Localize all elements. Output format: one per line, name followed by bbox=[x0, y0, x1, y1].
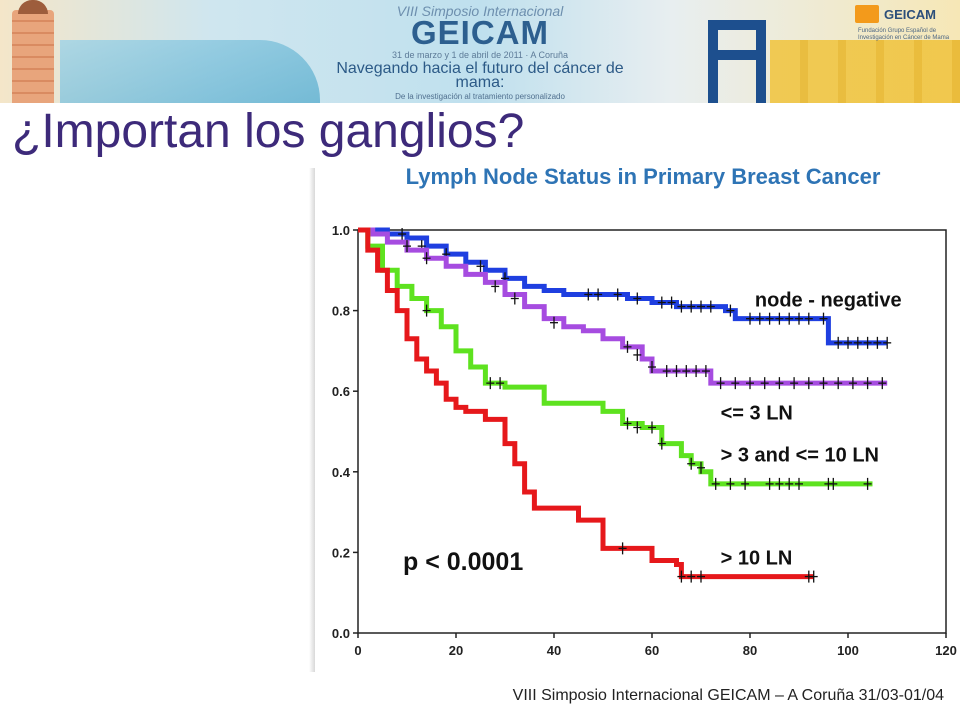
geicam-logo-name: GEICAM bbox=[884, 7, 936, 22]
km-chart: Lymph Node Status in Primary Breast Canc… bbox=[332, 164, 957, 658]
geicam-logo-subtitle: Fundación Grupo Español de Investigación… bbox=[858, 28, 950, 41]
series-label: <= 3 LN bbox=[721, 402, 793, 424]
slide-title: ¿Importan los ganglios? bbox=[12, 105, 525, 158]
km-curve-2 bbox=[358, 227, 873, 487]
y-tick-label: 1.0 bbox=[332, 223, 350, 238]
banner-tagline: Navegando hacia el futuro del cáncer de … bbox=[336, 60, 624, 91]
y-tick-label: 0.4 bbox=[332, 465, 351, 480]
x-tick-label: 100 bbox=[837, 643, 859, 658]
chart-panel-shadow bbox=[309, 168, 315, 672]
slide-footer: VIII Simposio Internacional GEICAM – A C… bbox=[512, 687, 944, 704]
p-value-annotation: p < 0.0001 bbox=[403, 548, 523, 576]
y-tick-label: 0.0 bbox=[332, 626, 350, 641]
x-tick-label: 120 bbox=[935, 643, 957, 658]
km-curve-3 bbox=[358, 227, 814, 580]
x-tick-label: 60 bbox=[645, 643, 659, 658]
banner-dates: 31 de marzo y 1 de abril de 2011 · A Cor… bbox=[392, 50, 568, 60]
series-label: > 3 and <= 10 LN bbox=[721, 445, 879, 467]
series-label: > 10 LN bbox=[721, 547, 793, 569]
series-label: node - negative bbox=[755, 290, 902, 312]
banner-subtagline: De la investigación al tratamiento perso… bbox=[395, 92, 565, 101]
banner-sea-graphic bbox=[60, 40, 320, 103]
x-tick-label: 40 bbox=[547, 643, 561, 658]
geicam-logo-icon bbox=[855, 5, 879, 23]
banner-brand: GEICAM bbox=[411, 14, 549, 51]
series-labels: node - negative <= 3 LN > 3 and <= 10 LN > … bbox=[721, 290, 902, 570]
x-tick-label: 0 bbox=[354, 643, 361, 658]
conference-banner: VIII Simposio Internacional GEICAM 31 de… bbox=[0, 0, 960, 103]
gate-crossbar-illustration bbox=[708, 50, 766, 60]
y-tick-label: 0.6 bbox=[332, 384, 350, 399]
axes: 0 20 40 60 80 100 120 0.0 0.2 0.4 0.6 0.8 1.0 bbox=[332, 223, 957, 658]
tower-illustration bbox=[12, 10, 54, 103]
banner-title-block: VIII Simposio Internacional GEICAM 31 de… bbox=[330, 0, 630, 103]
chart-title: Lymph Node Status in Primary Breast Canc… bbox=[406, 164, 881, 189]
x-tick-label: 80 bbox=[743, 643, 757, 658]
gate-illustration bbox=[708, 20, 766, 103]
buildings-illustration bbox=[770, 40, 960, 103]
y-tick-label: 0.2 bbox=[332, 545, 350, 560]
x-tick-label: 20 bbox=[449, 643, 463, 658]
km-chart-panel: Lymph Node Status in Primary Breast Canc… bbox=[315, 164, 960, 674]
tower-dome-illustration bbox=[18, 0, 48, 14]
banner-edition: VIII Simposio Internacional bbox=[396, 3, 564, 19]
y-tick-label: 0.8 bbox=[332, 304, 350, 319]
series-layer bbox=[358, 227, 892, 583]
km-curve-0 bbox=[358, 227, 888, 346]
